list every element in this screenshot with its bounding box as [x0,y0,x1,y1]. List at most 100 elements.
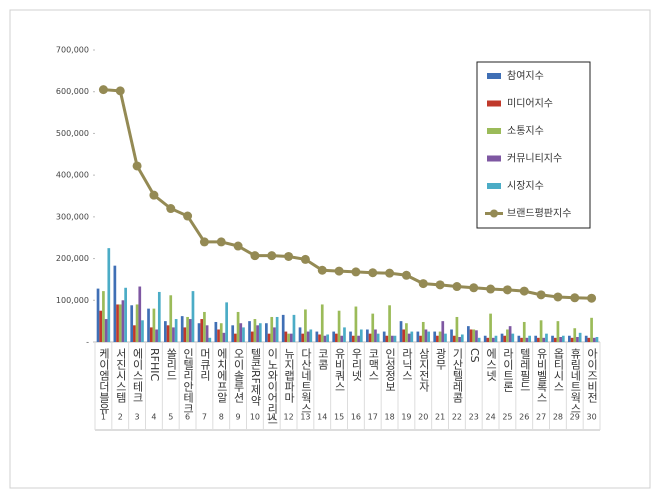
bar [172,327,175,342]
bar [208,337,212,342]
bar [164,321,167,342]
bar [250,331,254,342]
bar [242,327,245,342]
bar [107,248,111,342]
bar [460,334,464,342]
x-tick-label: 라닉스 [400,348,413,381]
x-index-label: 8 [219,413,224,422]
bar [568,335,571,342]
bar [113,265,117,342]
x-tick-label: 아이즈비전 [586,348,599,403]
line-marker [519,286,529,296]
x-tick-label: 휴림네트웍스 [569,348,582,414]
bar [393,335,397,342]
bar [506,329,509,342]
line-marker [536,290,546,300]
line-marker [199,237,209,247]
line-marker [98,85,108,95]
bar [592,337,596,342]
line-marker [149,190,159,200]
bar [292,314,296,342]
x-tick-label: 유비쿼스 [333,348,346,392]
bar [528,335,531,342]
bar [402,329,406,342]
bar [450,329,453,342]
bar [121,300,125,342]
line-marker [452,282,462,292]
bar [545,333,548,342]
legend-label: 시장지수 [507,180,544,192]
x-tick-label: 다산네트웍스 [299,348,312,414]
bar [231,325,235,342]
x-tick-label: 옵티시스 [552,348,565,392]
x-index-label: 16 [351,413,361,422]
bar [306,331,310,342]
line-marker [587,293,597,303]
x-index-label: 4 [151,413,156,422]
line-marker [418,279,428,289]
bar [590,317,593,342]
bar [267,333,271,342]
bar [371,313,375,342]
x-index-label: 27 [536,413,546,422]
x-tick-label: 텔콘RF제약 [249,348,262,407]
bar [559,336,562,342]
x-tick-label: 라이트론 [501,348,514,392]
bar [444,333,447,342]
bar [388,305,391,342]
bar [410,331,414,342]
bar [135,304,139,342]
legend-swatch [487,128,501,134]
bar [149,327,153,342]
bar [542,337,546,342]
line-marker [486,284,496,294]
bar [416,331,420,342]
legend-swatch-marker [490,209,498,218]
bar [354,306,358,342]
bar [337,310,341,342]
bar [424,329,428,342]
bar [326,334,329,342]
x-tick-label: CS [468,348,481,363]
bar [281,314,285,342]
line-marker [267,251,277,261]
bar [133,325,136,342]
bar [99,310,103,342]
bar [520,337,523,342]
legend-swatch [487,155,501,162]
x-index-label: 7 [202,413,207,422]
bar [343,327,346,342]
bar [253,319,257,342]
bar [234,333,237,342]
x-tick-label: 광무 [434,348,447,370]
bar [469,329,473,342]
x-tick-label: 인성정보 [384,348,397,392]
bar [104,319,108,342]
bar [287,333,290,342]
bar [503,335,507,342]
bar [433,331,437,342]
bar [584,335,588,342]
bar [390,335,394,342]
line-marker [469,283,479,293]
bar [452,335,456,342]
legend-swatch [487,73,501,79]
bar [595,336,599,342]
line-marker [183,211,193,221]
bar [217,329,220,342]
x-index-label: 28 [553,413,563,422]
x-index-label: 12 [283,413,293,422]
bar [368,333,372,342]
legend-label: 브랜드평판지수 [507,208,571,220]
legend-label: 소통지수 [507,125,544,137]
bar [335,333,338,342]
bar [374,329,377,342]
line-marker [368,268,378,278]
bar [483,335,487,342]
y-tick-label: 500,000 [56,129,89,138]
legend-label: 미디어지수 [507,98,553,110]
bar [553,337,557,342]
bar [366,329,369,342]
line-marker [317,265,327,275]
bar [186,316,189,342]
